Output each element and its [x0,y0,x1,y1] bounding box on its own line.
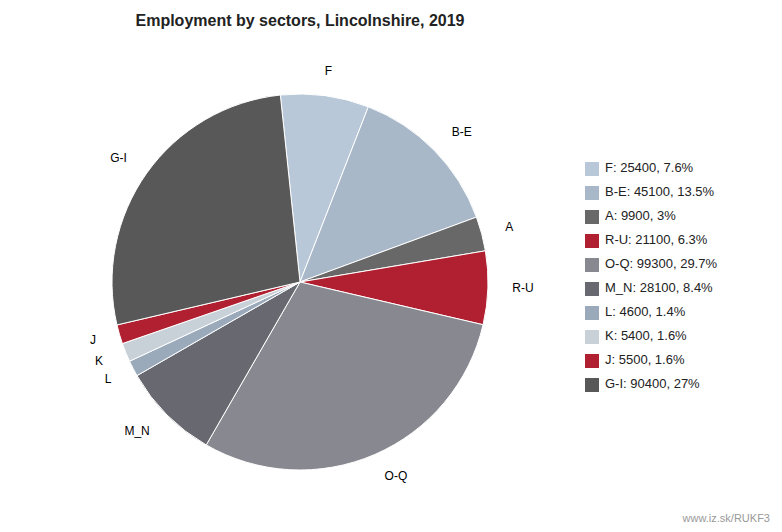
legend-swatch [585,162,599,176]
legend-swatch [585,210,599,224]
legend-swatch [585,354,599,368]
legend-swatch [585,282,599,296]
legend-label: G-I: 90400, 27% [605,376,700,391]
legend-label: R-U: 21100, 6.3% [605,232,708,247]
slice-label: L [105,372,112,386]
legend-swatch [585,378,599,392]
slice [112,95,300,325]
legend-item: F: 25400, 7.6% [585,160,694,176]
slice-label: O-Q [385,469,408,483]
legend-label: L: 4600, 1.4% [605,304,686,319]
slice-label: F [325,64,332,78]
pie [112,94,488,470]
legend-item: K: 5400, 1.6% [585,328,687,344]
legend-label: K: 5400, 1.6% [605,328,687,343]
legend-swatch [585,330,599,344]
legend-label: O-Q: 99300, 29.7% [605,256,717,271]
chart: Employment by sectors, Lincolnshire, 201… [0,0,782,532]
legend-label: B-E: 45100, 13.5% [605,184,715,199]
legend-label: A: 9900, 3% [605,208,676,223]
slice-label: R-U [512,281,533,295]
legend-item: J: 5500, 1.6% [585,352,685,368]
legend-item: B-E: 45100, 13.5% [585,184,715,200]
legend-item: M_N: 28100, 8.4% [585,280,713,296]
slice-label: A [505,220,513,234]
legend-swatch [585,258,599,272]
legend-item: G-I: 90400, 27% [585,376,700,392]
slice-label: K [95,354,103,368]
legend-label: F: 25400, 7.6% [605,160,694,175]
legend: F: 25400, 7.6% B-E: 45100, 13.5% A: 9900, … [585,160,717,392]
slice-label: G-I [110,151,127,165]
legend-swatch [585,234,599,248]
legend-label: J: 5500, 1.6% [605,352,685,367]
legend-item: A: 9900, 3% [585,208,676,224]
legend-swatch [585,186,599,200]
slice-label: J [90,333,96,347]
legend-item: L: 4600, 1.4% [585,304,686,320]
slice-label: M_N [124,424,149,438]
legend-item: O-Q: 99300, 29.7% [585,256,717,272]
legend-swatch [585,306,599,320]
slice-labels: F B-E A R-U O-Q M_N LKJ G-I [90,64,534,483]
slice-label: B-E [452,125,472,139]
title: Employment by sectors, Lincolnshire, 201… [136,12,465,29]
annotation: www.iz.sk/RUKF3 [682,512,770,524]
legend-label: M_N: 28100, 8.4% [605,280,713,295]
legend-item: R-U: 21100, 6.3% [585,232,708,248]
